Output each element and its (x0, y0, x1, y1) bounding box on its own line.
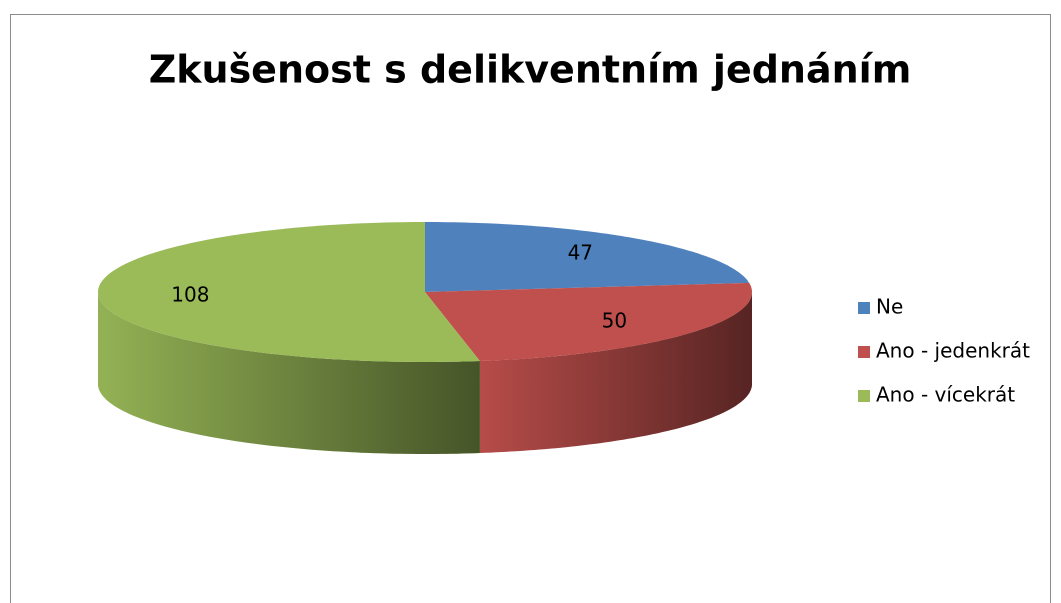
legend-label: Ano - jedenkrát (876, 339, 1030, 363)
chart-title: Zkušenost s delikventním jednáním (149, 48, 912, 92)
legend-swatch (858, 302, 870, 314)
slice (425, 282, 752, 361)
slice-side-shade (479, 292, 752, 453)
legend-label: Ne (876, 295, 903, 319)
data-label: 50 (602, 308, 627, 332)
slice-side-shade (98, 292, 480, 454)
legend-label: Ano - vícekrát (876, 383, 1015, 407)
data-label: 108 (171, 283, 209, 307)
slice (98, 222, 480, 362)
data-label: 47 (568, 241, 593, 265)
legend-swatch (858, 390, 870, 402)
legend-swatch (858, 346, 870, 358)
legend: Ne Ano - jedenkrát Ano - vícekrát (858, 295, 1030, 407)
pie: 47 50 108 (98, 222, 752, 454)
slice (425, 222, 750, 292)
